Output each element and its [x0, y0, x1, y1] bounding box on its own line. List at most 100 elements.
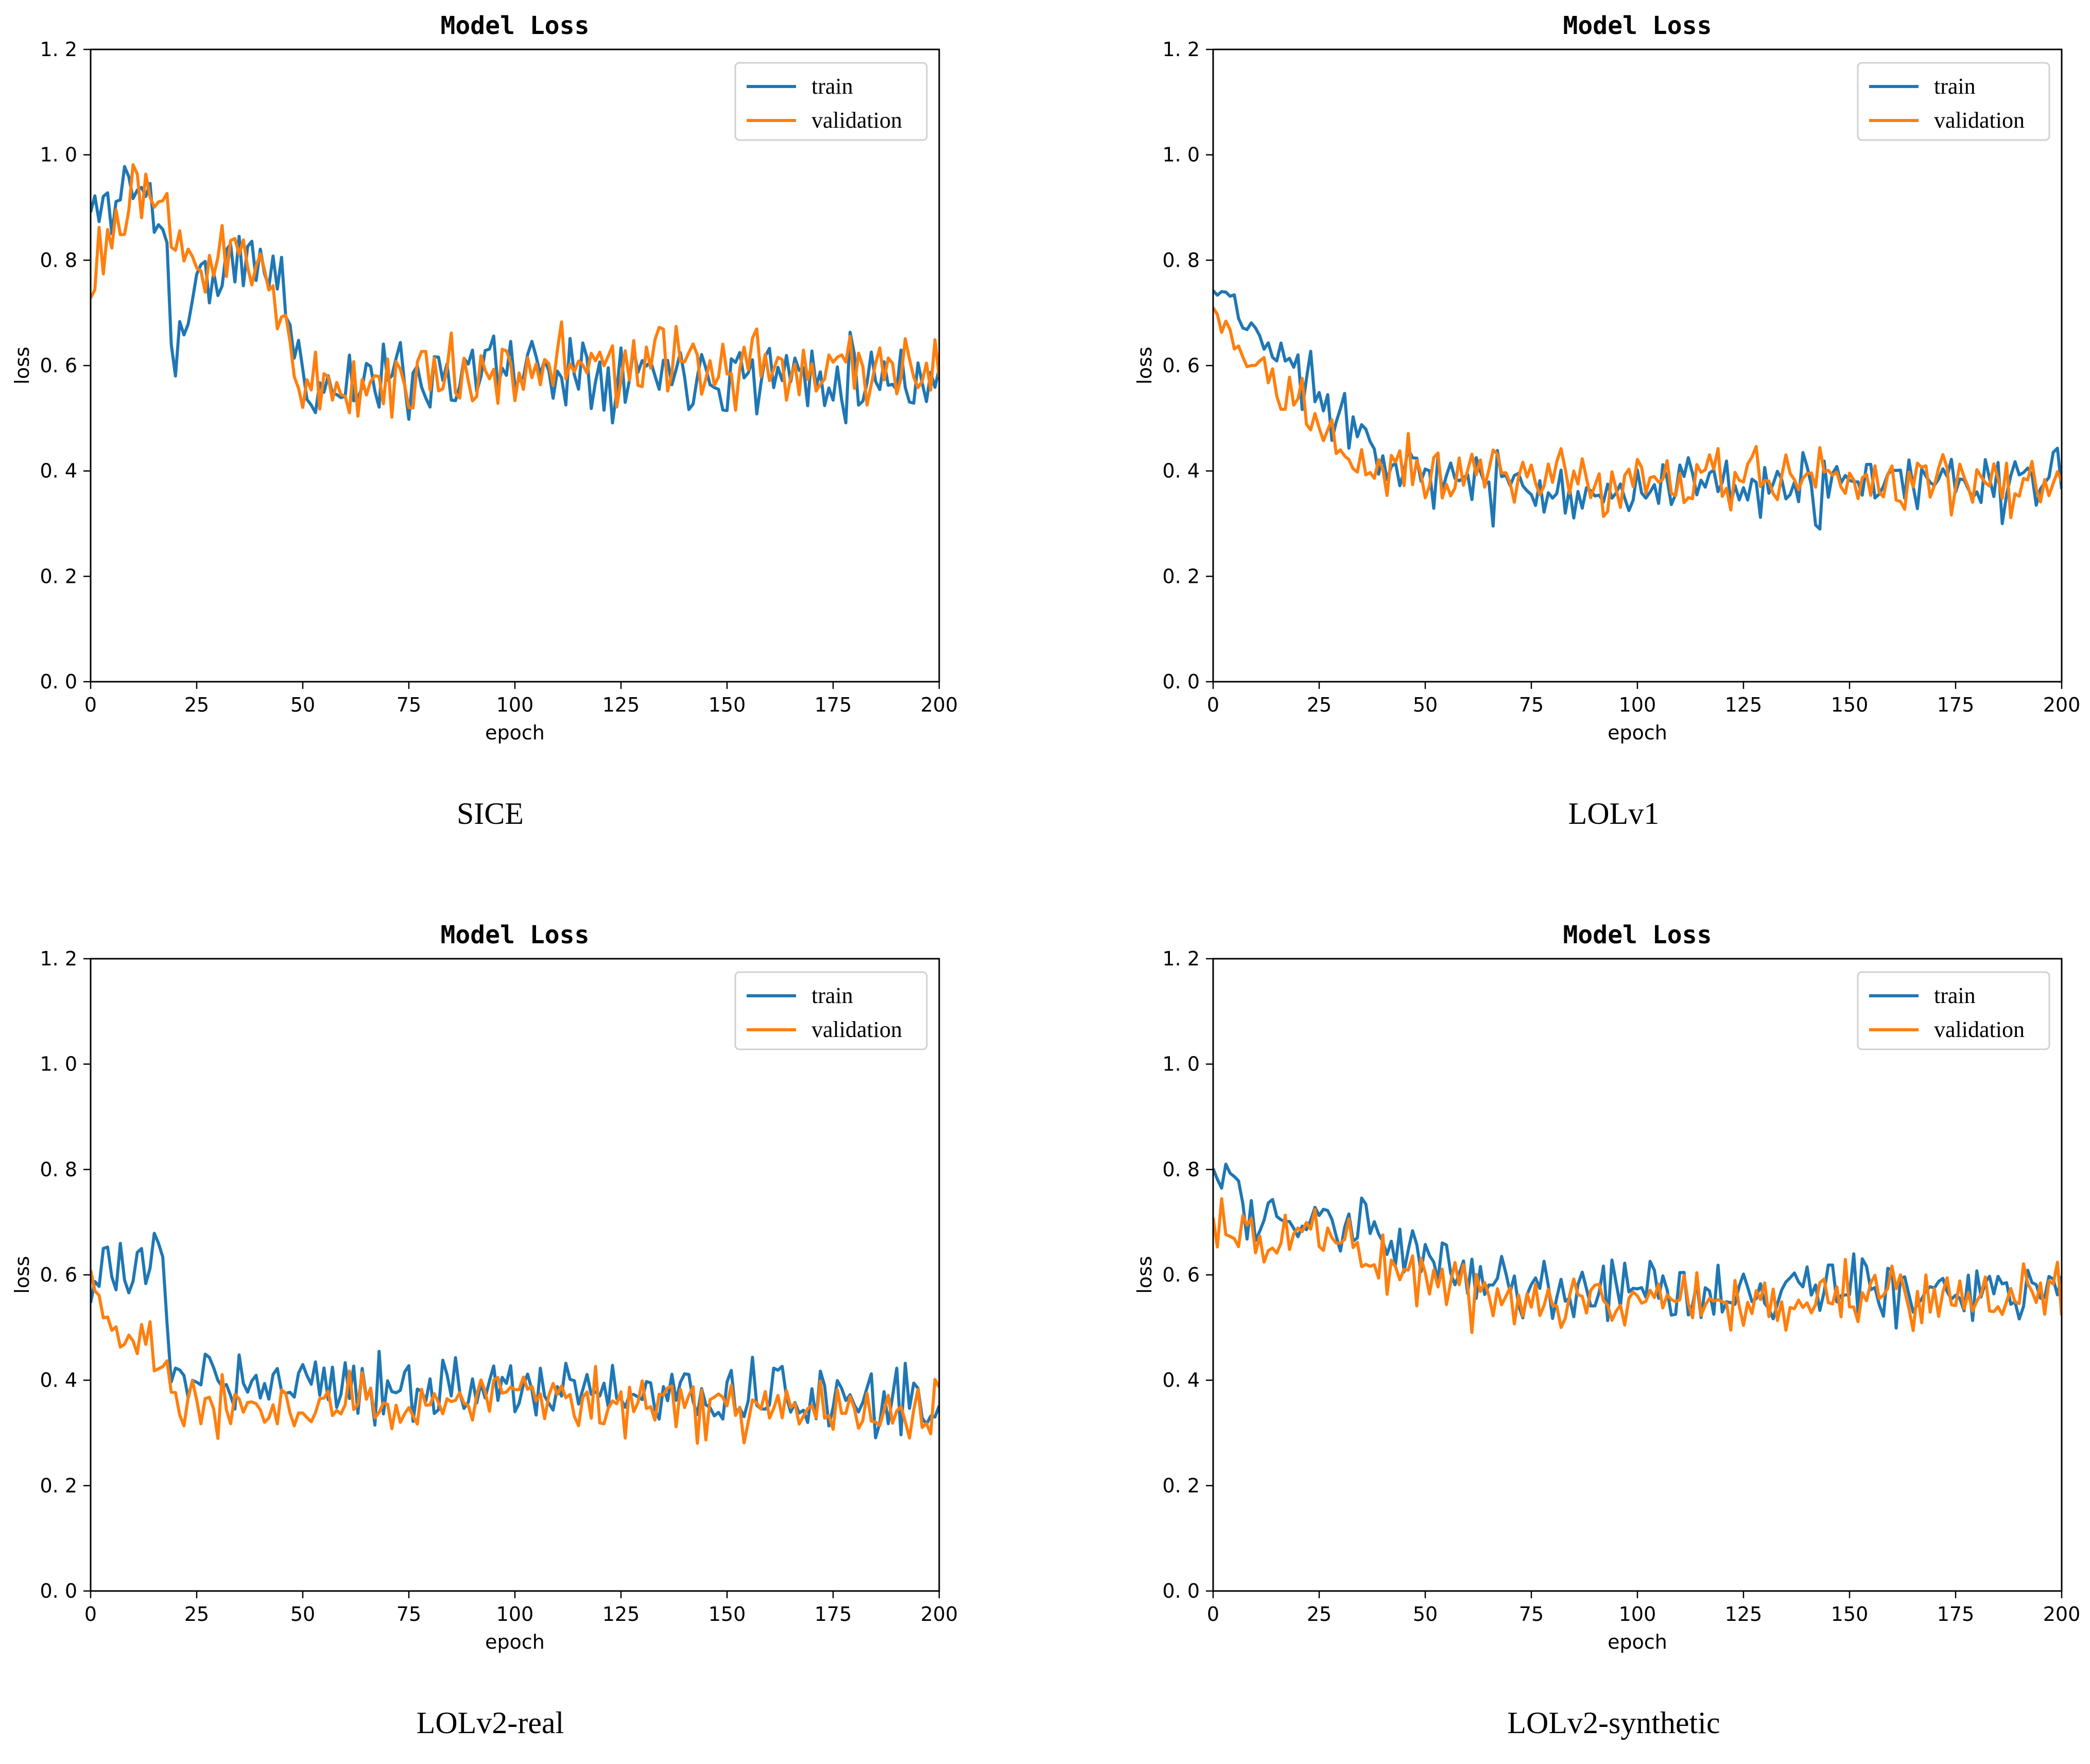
y-tick-label: 0. 6	[1162, 1264, 1200, 1286]
x-tick-label: 50	[1413, 1603, 1438, 1625]
x-tick-label: 200	[921, 1603, 958, 1625]
x-tick-label: 125	[1725, 1603, 1763, 1625]
x-tick-label: 75	[396, 1603, 421, 1625]
chart-title: Model Loss	[441, 11, 590, 40]
series-line-validation	[1213, 307, 2062, 520]
y-tick-label: 0. 8	[1162, 249, 1200, 271]
legend: train validation	[734, 62, 928, 141]
y-axis-label: loss	[11, 347, 33, 384]
plot-frame	[90, 48, 940, 683]
y-tick-label: 0. 2	[40, 565, 77, 587]
chart-panel-3: Model Loss 0 25 50 75 100 125 150 175 200 0. 0 0. 2…	[11, 921, 958, 1740]
x-tick-label: 200	[921, 694, 958, 716]
x-tick-label: 25	[1307, 694, 1332, 716]
y-axis-label: loss	[11, 1256, 33, 1293]
y-tick-label: 1. 2	[40, 947, 77, 970]
chart-panel-1: Model Loss 0 25 50 75 100 125 150 175 200 0. 0 0. 2…	[11, 11, 958, 831]
x-axis-label: epoch	[1608, 1631, 1667, 1653]
x-tick-label: 125	[602, 1603, 640, 1625]
x-tick-label: 150	[709, 694, 746, 716]
legend-label-validation: validation	[1934, 1017, 2025, 1042]
x-tick-label: 100	[496, 694, 534, 716]
x-tick-label: 175	[815, 694, 852, 716]
y-tick-label: 1. 2	[1162, 947, 1200, 970]
y-tick-label: 0. 4	[1162, 1369, 1200, 1392]
x-tick-label: 75	[1519, 1603, 1544, 1625]
x-tick-label: 0	[84, 1603, 97, 1625]
chart-caption: LOLv2-real	[417, 1706, 564, 1740]
x-tick-label: 150	[1831, 1603, 1869, 1625]
series-line-train	[91, 165, 939, 425]
series-line-train	[1213, 1162, 2062, 1330]
plot-frame	[1212, 48, 2063, 683]
y-tick-label: 0. 4	[1162, 460, 1200, 482]
y-tick-label: 0. 8	[1162, 1158, 1200, 1181]
y-axis-label: loss	[1133, 347, 1156, 384]
chart-caption: LOLv1	[1568, 797, 1660, 831]
x-tick-label: 200	[2043, 694, 2081, 716]
chart-panel-4: Model Loss 0 25 50 75 100 125 150 175 200 0. 0 0. 2…	[1133, 921, 2080, 1740]
series-line-validation	[91, 163, 939, 419]
legend-label-train: train	[1934, 983, 1976, 1008]
y-tick-label: 1. 0	[1162, 144, 1200, 166]
series-line-validation	[1213, 1197, 2062, 1334]
x-tick-label: 0	[1207, 694, 1219, 716]
y-tick-label: 1. 2	[40, 38, 77, 61]
x-tick-label: 150	[709, 1603, 746, 1625]
y-tick-label: 0. 0	[1162, 1580, 1200, 1602]
legend-label-validation: validation	[811, 108, 902, 133]
x-axis-label: epoch	[485, 1631, 545, 1653]
x-tick-label: 175	[1937, 1603, 1975, 1625]
y-tick-label: 0. 2	[40, 1474, 77, 1497]
plot-frame	[90, 958, 940, 1592]
x-tick-label: 50	[290, 694, 315, 716]
legend: train validation	[1857, 62, 2050, 141]
x-tick-label: 125	[602, 694, 640, 716]
x-tick-label: 25	[1307, 1603, 1332, 1625]
legend: train validation	[1857, 971, 2050, 1050]
legend-label-train: train	[811, 983, 853, 1008]
x-tick-label: 200	[2043, 1603, 2081, 1625]
series-line-train	[91, 1232, 939, 1440]
y-tick-label: 0. 8	[40, 249, 77, 271]
x-axis-label: epoch	[485, 721, 545, 744]
x-tick-label: 75	[1519, 694, 1544, 716]
chart-title: Model Loss	[1563, 921, 1712, 949]
x-tick-label: 75	[396, 694, 421, 716]
x-tick-label: 100	[1619, 694, 1656, 716]
x-axis-label: epoch	[1608, 721, 1667, 744]
x-tick-label: 0	[84, 694, 97, 716]
x-tick-label: 150	[1831, 694, 1869, 716]
series-line-validation	[91, 1270, 939, 1445]
y-tick-label: 0. 6	[1162, 354, 1200, 377]
y-tick-label: 0. 8	[40, 1158, 77, 1181]
y-tick-label: 0. 0	[40, 1580, 77, 1602]
legend-label-train: train	[1934, 74, 1976, 99]
x-tick-label: 50	[1413, 694, 1438, 716]
y-axis-label: loss	[1133, 1256, 1156, 1293]
y-tick-label: 0. 2	[1162, 1474, 1200, 1497]
y-tick-label: 0. 6	[40, 1264, 77, 1286]
y-tick-label: 0. 0	[1162, 670, 1200, 693]
legend-label-validation: validation	[1934, 108, 2025, 133]
x-tick-label: 100	[1619, 1603, 1656, 1625]
x-tick-label: 0	[1207, 1603, 1219, 1625]
chart-caption: SICE	[457, 797, 524, 831]
y-tick-label: 0. 2	[1162, 565, 1200, 587]
y-tick-label: 1. 2	[1162, 38, 1200, 61]
y-tick-label: 1. 0	[40, 1053, 77, 1076]
x-tick-label: 175	[815, 1603, 852, 1625]
series-line-train	[1213, 289, 2062, 531]
x-tick-label: 100	[496, 1603, 534, 1625]
legend: train validation	[734, 971, 928, 1050]
y-tick-label: 1. 0	[1162, 1053, 1200, 1076]
y-tick-label: 0. 4	[40, 1369, 77, 1392]
x-tick-label: 175	[1937, 694, 1975, 716]
plot-frame	[1212, 958, 2063, 1592]
x-tick-label: 50	[290, 1603, 315, 1625]
chart-caption: LOLv2-synthetic	[1507, 1706, 1720, 1740]
chart-panel-2: Model Loss 0 25 50 75 100 125 150 175 200 0. 0 0. 2…	[1133, 11, 2080, 831]
chart-title: Model Loss	[1563, 11, 1712, 40]
y-tick-label: 0. 4	[40, 460, 77, 482]
